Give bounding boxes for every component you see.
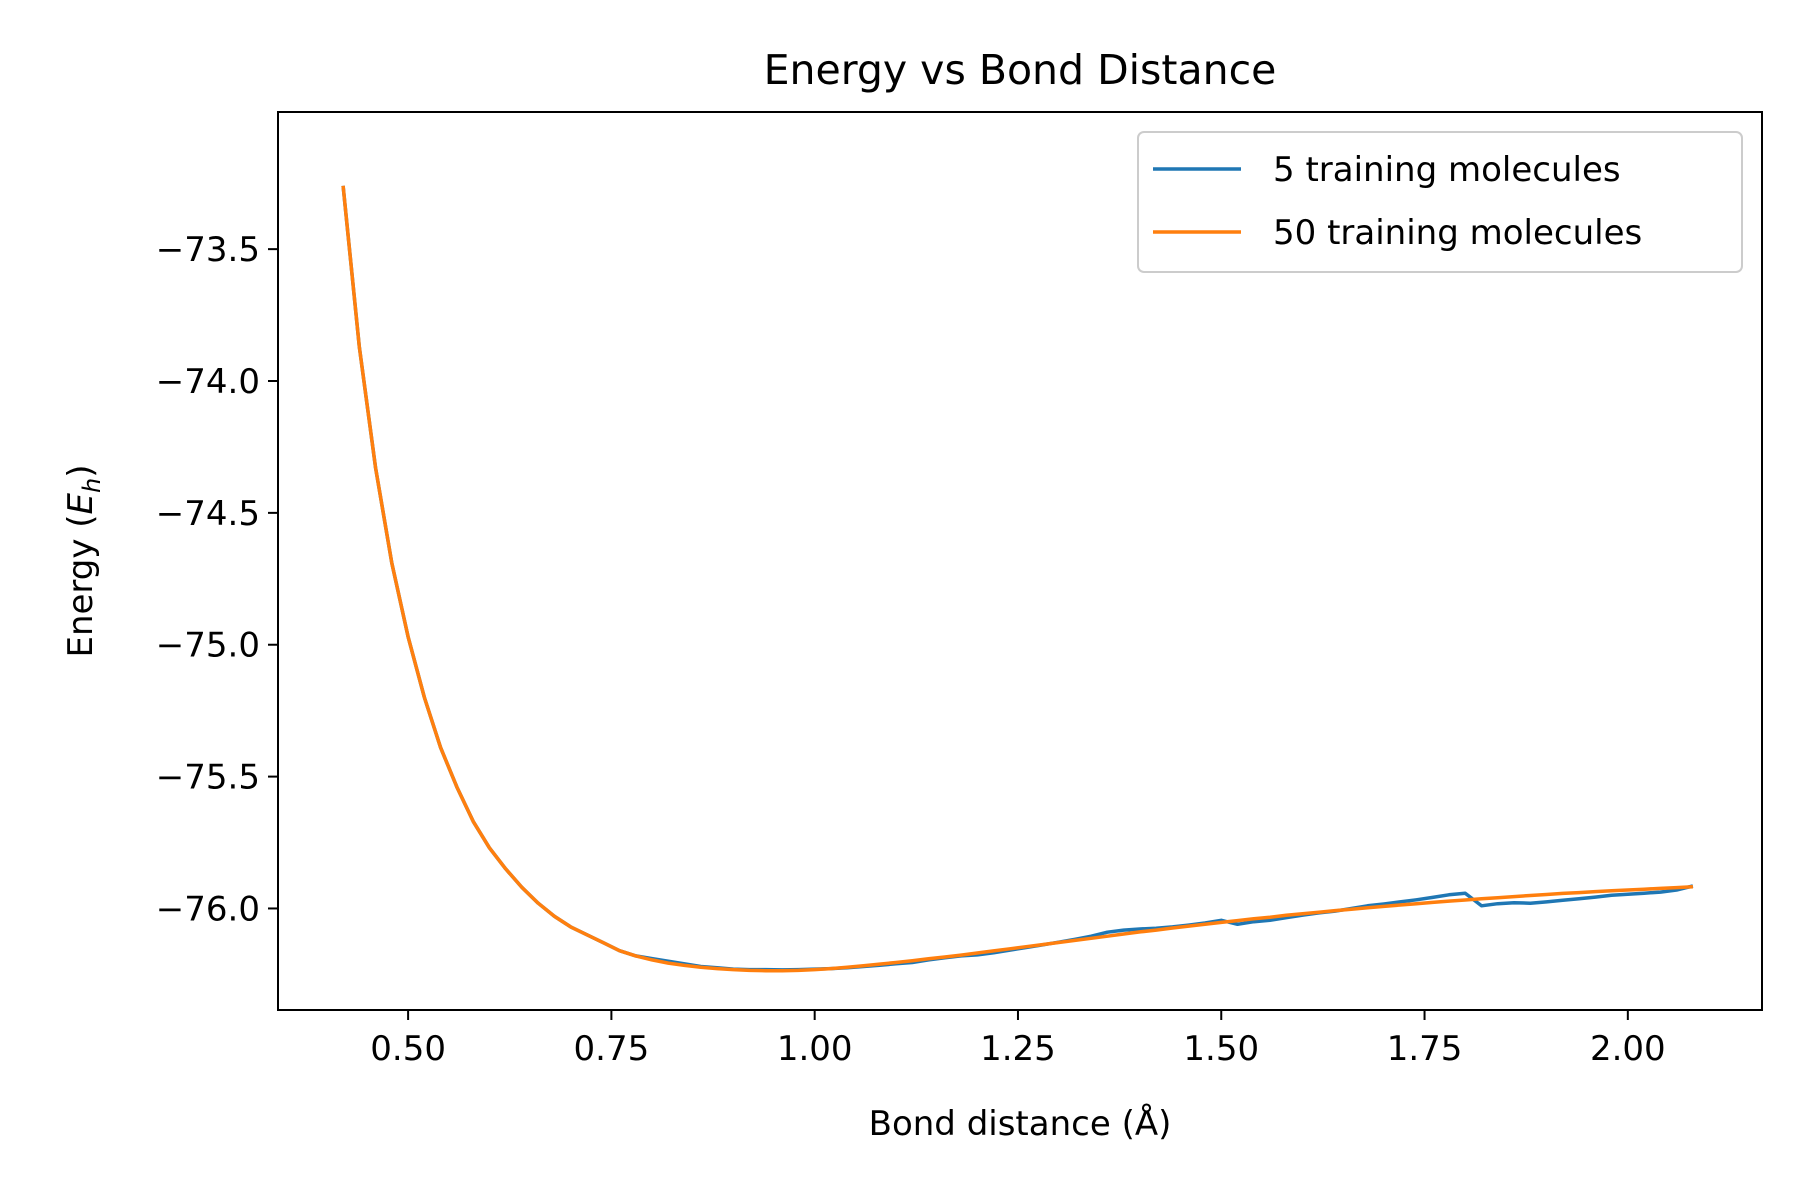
x-tick-label: 1.50 — [1183, 1029, 1259, 1069]
y-axis: −73.5 −74.0 −74.5 −75.0 −75.5 −76.0 — [156, 230, 278, 929]
y-axis-label-main: Energy ( — [61, 514, 101, 657]
y-axis-label-symbol: E — [61, 492, 101, 514]
legend-box — [1137, 131, 1743, 273]
legend-label: 50 training molecules — [1273, 213, 1642, 253]
y-tick-label: −75.0 — [156, 626, 260, 666]
y-tick-label: −76.0 — [156, 889, 260, 929]
x-tick-label: 1.75 — [1387, 1029, 1463, 1069]
series-line-fifty-molecules — [341, 185, 1693, 973]
y-tick-label: −75.5 — [156, 758, 260, 798]
y-axis-label-close: ) — [61, 464, 101, 477]
y-tick-label: −74.5 — [156, 494, 260, 534]
plot-area — [277, 111, 1763, 1011]
series-lines — [341, 185, 1694, 973]
y-axis-label-subscript: h — [78, 478, 106, 493]
y-tick-label: −73.5 — [156, 230, 260, 270]
legend: 5 training molecules 50 training molecule… — [1137, 131, 1743, 273]
y-axis-label: Energy (Eh) — [61, 464, 106, 657]
x-axis: 0.50 0.75 1.00 1.25 1.50 1.75 2.00 — [370, 1010, 1666, 1069]
x-tick-label: 1.25 — [980, 1029, 1056, 1069]
x-tick-label: 2.00 — [1590, 1029, 1666, 1069]
x-tick-label: 0.75 — [574, 1029, 650, 1069]
x-tick-label: 1.00 — [777, 1029, 853, 1069]
x-axis-label: Bond distance (Å) — [869, 1103, 1172, 1144]
plot-frame — [277, 111, 1763, 1011]
legend-label: 5 training molecules — [1273, 150, 1621, 190]
x-tick-label: 0.50 — [370, 1029, 446, 1069]
y-tick-label: −74.0 — [156, 362, 260, 402]
chart-title: Energy vs Bond Distance — [764, 46, 1277, 94]
